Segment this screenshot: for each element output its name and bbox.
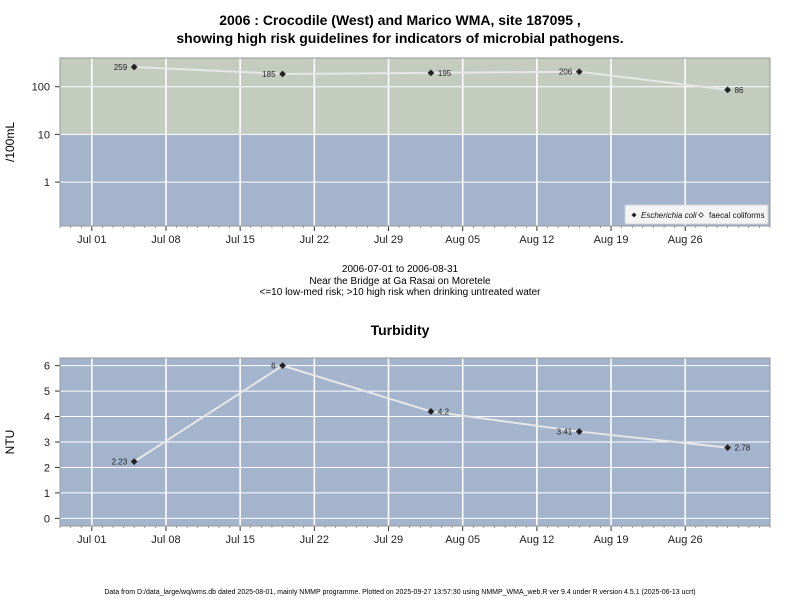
ecoli-y-tick-label: 10 bbox=[38, 129, 50, 141]
turbidity-x-tick-label: Aug 12 bbox=[519, 534, 554, 546]
turbidity-data-label: 4.2 bbox=[438, 407, 450, 416]
ecoli-data-label: 185 bbox=[262, 70, 276, 79]
legend-label-faecal: faecal coliforms bbox=[709, 211, 765, 220]
ecoli-data-point bbox=[575, 68, 583, 76]
ecoli-x-tick-label: Jul 08 bbox=[151, 234, 180, 246]
subtitle-date-range: 2006-07-01 to 2006-08-31 bbox=[341, 264, 459, 275]
turbidity-x-tick-label: Jul 29 bbox=[374, 534, 403, 546]
turbidity-x-tick-label: Jul 15 bbox=[225, 534, 254, 546]
turbidity-data-label: 3.41 bbox=[557, 428, 573, 437]
turbidity-y-tick-label: 3 bbox=[44, 437, 50, 449]
turbidity-x-tick-label: Aug 26 bbox=[668, 534, 703, 546]
ecoli-x-tick-label: Aug 12 bbox=[519, 234, 554, 246]
ecoli-y-axis-label: /100mL bbox=[3, 122, 17, 162]
turbidity-x-tick-label: Jul 08 bbox=[151, 534, 180, 546]
ecoli-y-tick-label: 100 bbox=[32, 82, 50, 94]
turbidity-y-tick-label: 6 bbox=[44, 361, 50, 373]
ecoli-data-point bbox=[427, 69, 435, 77]
chart-title-line1: 2006 : Crocodile (West) and Marico WMA, … bbox=[219, 12, 581, 28]
turbidity-data-label: 2.23 bbox=[112, 458, 128, 467]
turbidity-y-tick-label: 2 bbox=[44, 462, 50, 474]
turbidity-data-point bbox=[427, 408, 435, 415]
ecoli-x-tick-label: Aug 19 bbox=[594, 234, 629, 246]
ecoli-data-label: 206 bbox=[559, 68, 573, 77]
turbidity-x-tick-label: Aug 19 bbox=[594, 534, 629, 546]
ecoli-data-point bbox=[279, 70, 286, 78]
ecoli-x-tick-label: Jul 15 bbox=[225, 234, 254, 246]
ecoli-data-point bbox=[724, 86, 732, 94]
turbidity-y-tick-label: 1 bbox=[44, 488, 50, 500]
ecoli-data-label: 86 bbox=[735, 86, 744, 95]
footer-note: Data from D:/data_large/wq/wms.db dated … bbox=[104, 589, 696, 596]
ecoli-legend-box bbox=[624, 204, 769, 225]
subtitle-risk-note: <=10 low-med risk; >10 high risk when dr… bbox=[259, 287, 541, 298]
turbidity-data-point bbox=[130, 458, 138, 465]
turbidity-plot-border bbox=[59, 357, 771, 527]
ecoli-data-label: 195 bbox=[438, 69, 452, 78]
ecoli-high-risk-band bbox=[60, 58, 770, 135]
ecoli-x-tick-label: Aug 05 bbox=[445, 234, 480, 246]
turbidity-data-label: 6 bbox=[271, 362, 276, 371]
turbidity-x-tick-label: Jul 22 bbox=[300, 534, 329, 546]
ecoli-plot-border bbox=[59, 57, 771, 227]
ecoli-x-tick-label: Jul 22 bbox=[300, 234, 329, 246]
subtitle-site: Near the Bridge at Ga Rasai on Moretele bbox=[309, 276, 491, 287]
legend-label-ecoli: Escherichia coli bbox=[641, 211, 697, 220]
turbidity-chart-title: Turbidity bbox=[370, 322, 430, 338]
ecoli-data-label: 259 bbox=[114, 63, 128, 72]
ecoli-x-tick-label: Aug 26 bbox=[668, 234, 703, 246]
turbidity-y-tick-label: 0 bbox=[44, 513, 50, 525]
turbidity-data-point bbox=[279, 362, 286, 370]
ecoli-data-point bbox=[130, 63, 138, 71]
turbidity-x-tick-label: Jul 01 bbox=[77, 534, 106, 546]
turbidity-x-tick-label: Aug 05 bbox=[445, 534, 480, 546]
ecoli-y-tick-label: 1 bbox=[44, 177, 50, 189]
turbidity-y-tick-label: 4 bbox=[44, 412, 50, 424]
ecoli-x-tick-label: Jul 29 bbox=[374, 234, 403, 246]
turbidity-data-label: 2.78 bbox=[735, 444, 751, 453]
turbidity-data-point bbox=[724, 444, 732, 451]
turbidity-y-tick-label: 5 bbox=[44, 386, 50, 398]
turbidity-data-point bbox=[575, 428, 583, 435]
turbidity-y-axis-label: NTU bbox=[3, 430, 17, 455]
legend-marker-faecal bbox=[698, 212, 704, 218]
chart-title-line2: showing high risk guidelines for indicat… bbox=[176, 30, 624, 46]
ecoli-x-tick-label: Jul 01 bbox=[77, 234, 106, 246]
legend-marker-ecoli bbox=[631, 212, 637, 218]
